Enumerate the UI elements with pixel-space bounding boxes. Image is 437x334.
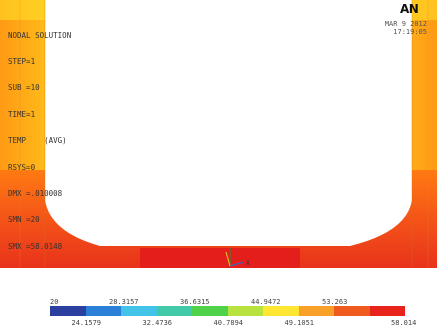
legend-swatch: [334, 306, 370, 316]
legend-swatch: [50, 306, 86, 316]
legend-bottom-label: 49.1051: [284, 319, 315, 327]
info-quantity-row: TEMP (AVG): [8, 136, 71, 146]
info-dmx: DMX =.010008: [8, 188, 63, 198]
temperature-contour: X: [0, 0, 437, 268]
legend-swatch: [263, 306, 299, 316]
legend-bottom-label: 24.1579: [71, 319, 102, 327]
legend-bottom-label: 32.4736: [142, 319, 173, 327]
legend-top-label: 28.3157: [109, 298, 139, 306]
info-quantity: TEMP: [8, 136, 27, 146]
legend-color-bar: [50, 306, 405, 316]
legend-top-label: 44.9472: [251, 298, 281, 306]
info-step: STEP=1: [8, 56, 36, 66]
contour-plot-area: X: [0, 0, 437, 268]
info-avg: (AVG): [44, 136, 67, 146]
date-line: MAR 9 2012: [384, 20, 427, 28]
info-time: TIME=1: [8, 109, 36, 119]
legend-swatch: [192, 306, 228, 316]
legend-top-label: 36.6315: [180, 298, 210, 306]
legend-swatch: [85, 306, 121, 316]
info-smx: SMX =58.0148: [8, 241, 63, 251]
info-title: NODAL SOLUTION: [8, 30, 72, 40]
info-smn: SMN =20: [8, 215, 40, 225]
legend-swatch: [156, 306, 192, 316]
legend-top-label: 20: [50, 298, 59, 306]
contour-legend: 20 28.3157 36.6315 44.9472 53.263 24.1579 32.4…: [0, 268, 437, 334]
ansys-logo: AN: [400, 2, 419, 16]
info-sub: SUB =10: [8, 83, 40, 93]
info-rsys: RSYS=0: [8, 162, 36, 172]
date-stamp: MAR 9 2012 17:19:05: [385, 20, 427, 36]
time-line: 17:19:05: [393, 28, 427, 36]
legend-swatch: [121, 306, 157, 316]
legend-bottom-label: 58.014: [391, 319, 417, 327]
legend-bottom-label: 40.7894: [213, 319, 244, 327]
legend-swatch: [369, 306, 405, 316]
legend-top-label: 53.263: [322, 298, 348, 306]
solution-info-block: NODAL SOLUTION STEP=1 SUB =10 TIME=1 TEM…: [8, 14, 71, 260]
triad-x-label: X: [246, 260, 250, 267]
legend-swatch: [298, 306, 334, 316]
legend-swatch: [227, 306, 263, 316]
